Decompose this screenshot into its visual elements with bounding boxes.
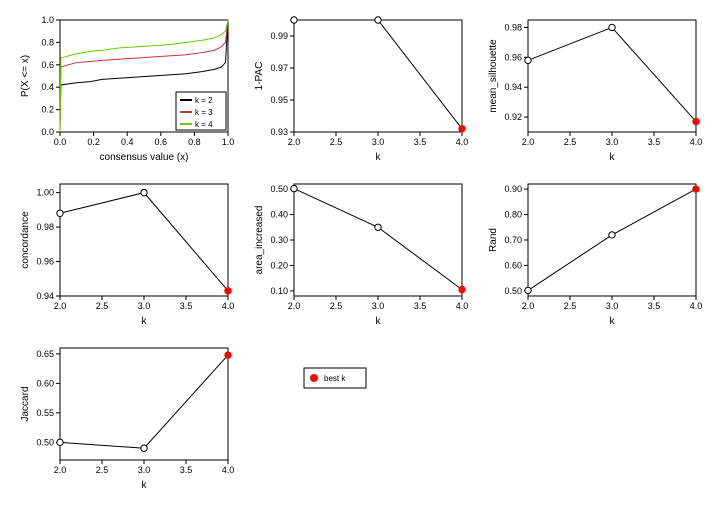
svg-text:3.5: 3.5 xyxy=(648,137,661,147)
svg-text:0.80: 0.80 xyxy=(504,210,522,220)
svg-text:2.0: 2.0 xyxy=(54,465,67,475)
svg-text:Jaccard: Jaccard xyxy=(20,386,31,421)
svg-text:4.0: 4.0 xyxy=(690,137,703,147)
svg-text:0.97: 0.97 xyxy=(270,63,288,73)
svg-text:0.50: 0.50 xyxy=(270,184,288,194)
svg-text:k = 3: k = 3 xyxy=(195,108,213,117)
svg-text:3.0: 3.0 xyxy=(138,301,151,311)
svg-text:2.5: 2.5 xyxy=(330,137,343,147)
svg-text:0.0: 0.0 xyxy=(54,137,67,147)
svg-text:0.30: 0.30 xyxy=(270,235,288,245)
svg-text:P(X <= x): P(X <= x) xyxy=(20,55,31,97)
svg-text:1-PAC: 1-PAC xyxy=(254,62,265,91)
svg-text:1.0: 1.0 xyxy=(222,137,235,147)
svg-text:2.0: 2.0 xyxy=(288,137,301,147)
svg-text:2.5: 2.5 xyxy=(96,465,109,475)
svg-text:0.6: 0.6 xyxy=(41,60,54,70)
metric-panel-area-increased: 2.0 2.5 3.0 3.5 4.0 0.10 0.20 0.30 0.40 0.50 k area… xyxy=(244,174,474,334)
svg-text:0.10: 0.10 xyxy=(270,286,288,296)
svg-text:k: k xyxy=(142,480,148,491)
svg-text:0.92: 0.92 xyxy=(504,112,522,122)
svg-text:0.8: 0.8 xyxy=(188,137,201,147)
svg-text:0.95: 0.95 xyxy=(270,95,288,105)
metric-panel-silhouette: 2.0 2.5 3.0 3.5 4.0 0.92 0.94 0.96 0.98 k mean_sil… xyxy=(478,10,708,170)
svg-text:2.5: 2.5 xyxy=(330,301,343,311)
svg-text:1.0: 1.0 xyxy=(41,15,54,25)
svg-text:k: k xyxy=(610,152,616,163)
svg-text:0.4: 0.4 xyxy=(121,137,134,147)
svg-text:4.0: 4.0 xyxy=(222,301,235,311)
svg-text:area_increased: area_increased xyxy=(254,206,265,275)
svg-text:0.60: 0.60 xyxy=(36,378,54,388)
svg-text:consensus value (x): consensus value (x) xyxy=(100,152,189,163)
svg-text:0.98: 0.98 xyxy=(504,22,522,32)
svg-text:0.96: 0.96 xyxy=(504,52,522,62)
svg-text:Rand: Rand xyxy=(488,228,499,252)
svg-text:3.5: 3.5 xyxy=(180,301,193,311)
svg-text:0.4: 0.4 xyxy=(41,82,54,92)
svg-text:2.0: 2.0 xyxy=(522,301,535,311)
svg-text:4.0: 4.0 xyxy=(456,137,469,147)
svg-text:0.50: 0.50 xyxy=(504,286,522,296)
svg-text:0.2: 0.2 xyxy=(41,105,54,115)
svg-text:k: k xyxy=(376,152,382,163)
svg-text:3.0: 3.0 xyxy=(372,301,385,311)
svg-text:0.99: 0.99 xyxy=(270,31,288,41)
svg-text:2.0: 2.0 xyxy=(522,137,535,147)
svg-text:3.5: 3.5 xyxy=(414,137,427,147)
svg-text:3.0: 3.0 xyxy=(372,137,385,147)
svg-text:0.50: 0.50 xyxy=(36,437,54,447)
svg-text:concordance: concordance xyxy=(20,211,31,269)
svg-text:k = 2: k = 2 xyxy=(195,96,213,105)
svg-text:0.94: 0.94 xyxy=(504,82,522,92)
svg-text:3.0: 3.0 xyxy=(606,301,619,311)
best-k-legend-panel: best k xyxy=(244,338,474,498)
svg-text:2.0: 2.0 xyxy=(54,301,67,311)
svg-text:4.0: 4.0 xyxy=(222,465,235,475)
svg-text:2.5: 2.5 xyxy=(96,301,109,311)
metric-panel-concordance: 2.0 2.5 3.0 3.5 4.0 0.94 0.96 0.98 1.00 k concorda… xyxy=(10,174,240,334)
svg-text:3.5: 3.5 xyxy=(648,301,661,311)
svg-text:3.5: 3.5 xyxy=(414,301,427,311)
chart-grid: 0.0 0.2 0.4 0.6 0.8 1.0 0.0 0.2 0.4 0.6 0.8 1.0 cons… xyxy=(10,10,710,498)
ecdf-panel: 0.0 0.2 0.4 0.6 0.8 1.0 0.0 0.2 0.4 0.6 0.8 1.0 cons… xyxy=(10,10,240,170)
svg-text:2.0: 2.0 xyxy=(288,301,301,311)
svg-text:0.65: 0.65 xyxy=(36,349,54,359)
svg-text:k = 4: k = 4 xyxy=(195,120,213,129)
svg-text:4.0: 4.0 xyxy=(456,301,469,311)
svg-text:0.40: 0.40 xyxy=(270,210,288,220)
svg-text:1.00: 1.00 xyxy=(36,188,54,198)
svg-text:0.98: 0.98 xyxy=(36,222,54,232)
svg-text:0.55: 0.55 xyxy=(36,408,54,418)
svg-text:0.2: 0.2 xyxy=(87,137,100,147)
svg-text:0.90: 0.90 xyxy=(504,184,522,194)
svg-text:0.0: 0.0 xyxy=(41,127,54,137)
svg-text:0.6: 0.6 xyxy=(155,137,168,147)
svg-text:0.60: 0.60 xyxy=(504,260,522,270)
svg-text:0.96: 0.96 xyxy=(36,257,54,267)
svg-text:0.93: 0.93 xyxy=(270,127,288,137)
svg-text:2.5: 2.5 xyxy=(564,301,577,311)
svg-text:3.5: 3.5 xyxy=(180,465,193,475)
svg-text:3.0: 3.0 xyxy=(138,465,151,475)
svg-text:0.70: 0.70 xyxy=(504,235,522,245)
best-k-label: best k xyxy=(324,374,346,383)
metric-panel-jaccard: 2.0 2.5 3.0 3.5 4.0 0.50 0.55 0.60 0.65 k Jaccard xyxy=(10,338,240,498)
svg-text:0.8: 0.8 xyxy=(41,37,54,47)
metric-panel-rand: 2.0 2.5 3.0 3.5 4.0 0.50 0.60 0.70 0.80 0.90 k Rand xyxy=(478,174,708,334)
svg-text:2.5: 2.5 xyxy=(564,137,577,147)
svg-text:mean_silhouette: mean_silhouette xyxy=(488,39,499,113)
svg-text:4.0: 4.0 xyxy=(690,301,703,311)
svg-text:3.0: 3.0 xyxy=(606,137,619,147)
svg-text:k: k xyxy=(610,316,616,327)
svg-text:0.94: 0.94 xyxy=(36,291,54,301)
metric-panel-1pac: 2.0 2.5 3.0 3.5 4.0 0.93 0.95 0.97 0.99 k 1-PAC xyxy=(244,10,474,170)
svg-text:k: k xyxy=(376,316,382,327)
svg-text:k: k xyxy=(142,316,148,327)
svg-text:0.20: 0.20 xyxy=(270,260,288,270)
